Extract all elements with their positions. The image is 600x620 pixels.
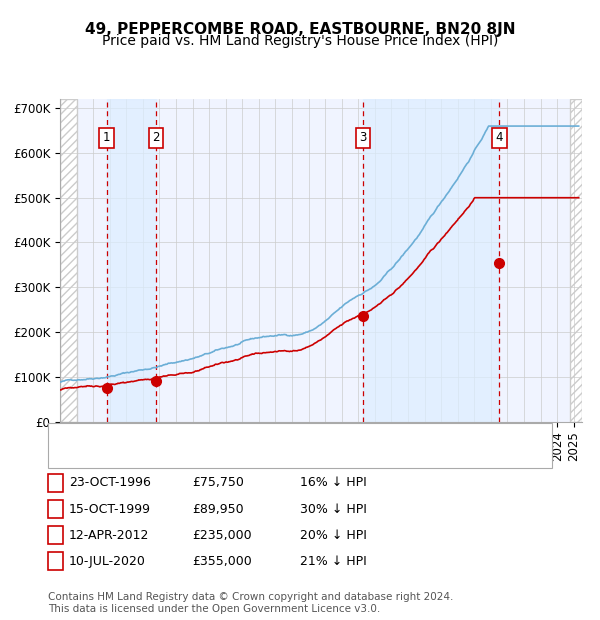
Text: 4: 4 [52, 555, 59, 567]
Text: £89,950: £89,950 [192, 503, 244, 515]
Text: 20% ↓ HPI: 20% ↓ HPI [300, 529, 367, 541]
Text: 49, PEPPERCOMBE ROAD, EASTBOURNE, BN20 8JN (detached house): 49, PEPPERCOMBE ROAD, EASTBOURNE, BN20 8… [87, 429, 518, 442]
Text: 3: 3 [52, 529, 59, 541]
Text: 4: 4 [496, 131, 503, 144]
Text: HPI: Average price, detached house, Eastbourne: HPI: Average price, detached house, East… [87, 450, 390, 463]
Text: 21% ↓ HPI: 21% ↓ HPI [300, 555, 367, 567]
Bar [60, 99, 77, 422]
Text: 2: 2 [152, 131, 160, 144]
Bar [60, 99, 77, 422]
Text: £75,750: £75,750 [192, 477, 244, 489]
Bar [363, 99, 499, 422]
Text: 30% ↓ HPI: 30% ↓ HPI [300, 503, 367, 515]
Text: 1: 1 [103, 131, 110, 144]
Bar [571, 99, 582, 422]
Text: 10-JUL-2020: 10-JUL-2020 [69, 555, 146, 567]
Text: 1: 1 [52, 477, 59, 489]
Text: ────: ──── [57, 450, 87, 463]
Text: 2: 2 [52, 503, 59, 515]
Text: £235,000: £235,000 [192, 529, 251, 541]
Text: 16% ↓ HPI: 16% ↓ HPI [300, 477, 367, 489]
Text: 15-OCT-1999: 15-OCT-1999 [69, 503, 151, 515]
Text: £355,000: £355,000 [192, 555, 252, 567]
Bar [571, 99, 582, 422]
Text: 49, PEPPERCOMBE ROAD, EASTBOURNE, BN20 8JN: 49, PEPPERCOMBE ROAD, EASTBOURNE, BN20 8… [85, 22, 515, 37]
Text: 3: 3 [359, 131, 367, 144]
Text: 23-OCT-1996: 23-OCT-1996 [69, 477, 151, 489]
Text: Price paid vs. HM Land Registry's House Price Index (HPI): Price paid vs. HM Land Registry's House … [102, 34, 498, 48]
Text: Contains HM Land Registry data © Crown copyright and database right 2024.
This d: Contains HM Land Registry data © Crown c… [48, 592, 454, 614]
Text: ────: ──── [57, 429, 87, 442]
Bar [107, 99, 156, 422]
Text: 12-APR-2012: 12-APR-2012 [69, 529, 149, 541]
